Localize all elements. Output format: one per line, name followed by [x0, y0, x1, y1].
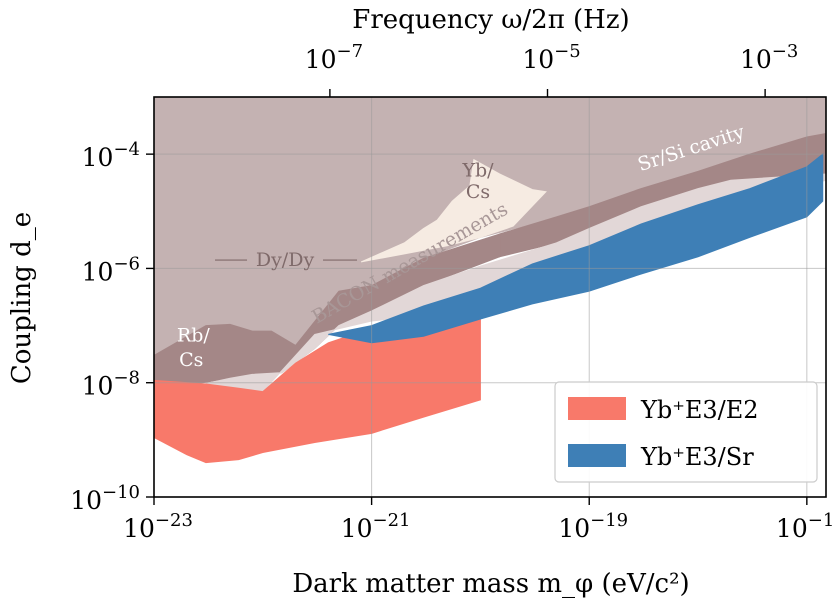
y-tick-label: 10−10	[70, 482, 140, 515]
region-label: Cs	[466, 181, 490, 203]
x-tick-label: 10−19	[558, 510, 628, 543]
top-tick-label: 10−5	[522, 41, 580, 74]
region-yb-e3-sr	[328, 153, 824, 344]
x-tick-label: 10−23	[123, 510, 193, 543]
y-tick-label: 10−4	[82, 139, 140, 172]
region-label: Rb/	[177, 324, 210, 346]
region-label: Cs	[179, 349, 203, 371]
y-tick-label: 10−6	[82, 253, 140, 286]
y-axis-title: Coupling d_e	[7, 212, 37, 384]
legend: Yb⁺E3/E2 Yb⁺E3/Sr	[554, 381, 818, 483]
region-label: Dy/Dy	[256, 249, 315, 271]
top-axis-ticks: 10−7 10−5 10−3	[305, 41, 798, 97]
x-tick-label: 10−17	[776, 510, 832, 543]
x-tick-label: 10−21	[341, 510, 411, 543]
y-axis-ticks: 10−4 10−6 10−8 10−10	[70, 139, 154, 515]
region-yb-cs	[360, 158, 547, 263]
y-tick-label: 10−8	[82, 368, 140, 401]
top-tick-label: 10−7	[305, 41, 363, 74]
legend-label-yb-e3-e2: Yb⁺E3/E2	[640, 396, 759, 424]
axes-frame	[153, 96, 827, 498]
x-axis-ticks: 10−23 10−21 10−19 10−17	[123, 497, 832, 543]
legend-label-yb-e3-sr: Yb⁺E3/Sr	[640, 443, 754, 471]
region-label: Yb/	[461, 159, 494, 181]
legend-swatch-yb-e3-sr	[568, 444, 626, 467]
top-axis-title: Frequency ω/2π (Hz)	[352, 5, 629, 35]
legend-swatch-yb-e3-e2	[568, 397, 626, 420]
top-tick-label: 10−3	[740, 41, 798, 74]
x-axis-title: Dark matter mass m_φ (eV/c²)	[292, 569, 689, 599]
